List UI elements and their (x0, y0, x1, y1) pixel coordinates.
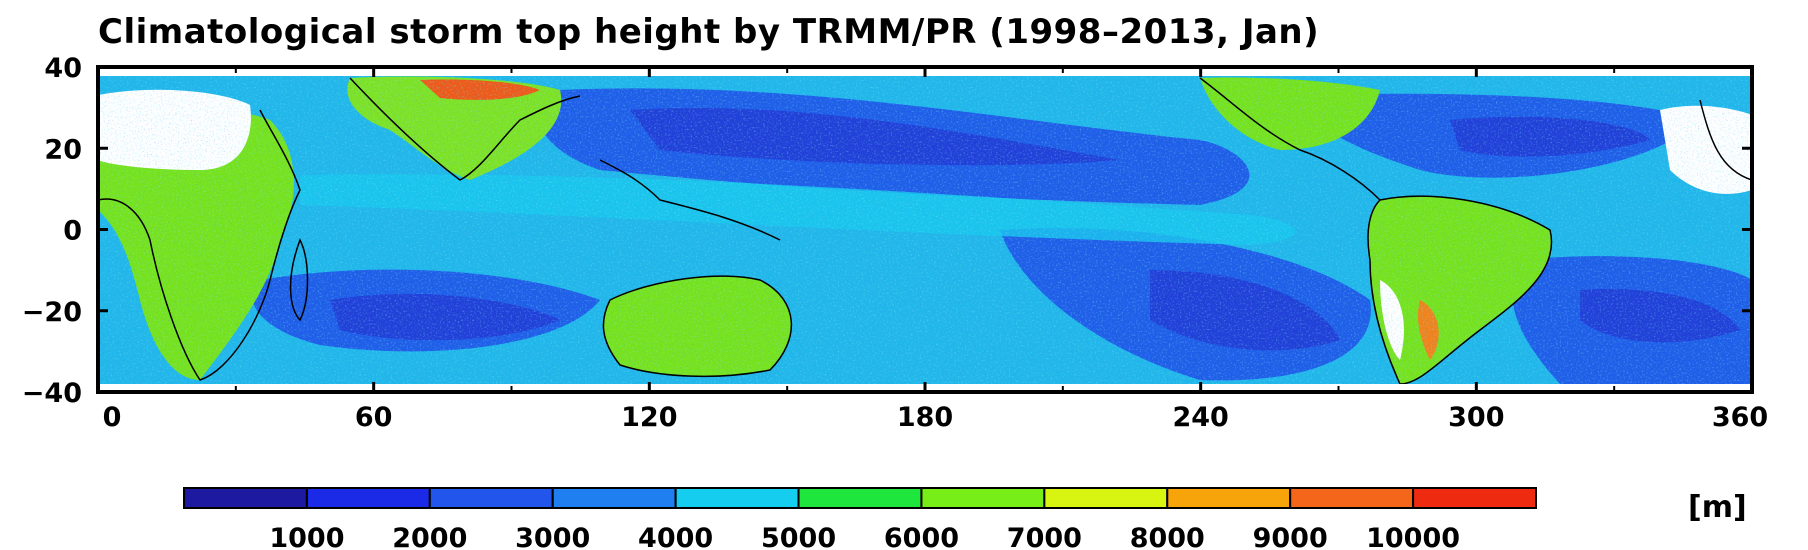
colorbar: 1000 2000 3000 4000 5000 6000 7000 8000 9000 1000… (183, 487, 1538, 550)
colorbar-label: 5000 (761, 523, 836, 550)
map-title: Climatological storm top height by TRMM/… (98, 12, 1320, 52)
y-axis: 40 20 0 −20 −40 (22, 53, 1752, 409)
y-tick-label: −20 (22, 297, 82, 328)
colorbar-label: 1000 (269, 523, 344, 550)
y-tick-label: −40 (22, 378, 82, 409)
colorbar-label: 9000 (1253, 523, 1328, 550)
colorbar-swatch (1289, 487, 1415, 509)
coastlines (98, 77, 1752, 384)
x-tick-label: 360 (1712, 402, 1768, 433)
x-tick-label: 0 (103, 402, 122, 433)
y-tick-label: 20 (44, 134, 82, 165)
storm-height-field (98, 76, 1752, 384)
x-tick-label: 180 (897, 402, 953, 433)
colorbar-swatch (1166, 487, 1292, 509)
colorbar-swatch (674, 487, 800, 509)
y-tick-label: 0 (63, 216, 82, 247)
x-tick-label: 60 (355, 402, 393, 433)
colorbar-unit: [m] (1688, 490, 1747, 525)
colorbar-swatch (428, 487, 554, 509)
colorbar-label: 8000 (1130, 523, 1205, 550)
colorbar-swatch (797, 487, 923, 509)
x-axis: 0 60 120 180 240 300 360 (96, 67, 1768, 433)
colorbar-label: 6000 (884, 523, 959, 550)
x-tick-label: 300 (1448, 402, 1504, 433)
colorbar-swatch (551, 487, 677, 509)
colorbar-swatch (920, 487, 1046, 509)
colorbar-swatch (183, 487, 308, 509)
colorbar-label: 10000 (1366, 523, 1460, 550)
colorbar-label: 3000 (515, 523, 590, 550)
colorbar-swatch (1412, 487, 1538, 509)
x-tick-label: 240 (1172, 402, 1228, 433)
colorbar-swatch (305, 487, 431, 509)
colorbar-label: 7000 (1007, 523, 1082, 550)
colorbar-label: 2000 (392, 523, 467, 550)
x-tick-label: 120 (621, 402, 677, 433)
colorbar-swatch (1043, 487, 1169, 509)
colorbar-label: 4000 (638, 523, 713, 550)
y-tick-label: 40 (44, 53, 82, 84)
